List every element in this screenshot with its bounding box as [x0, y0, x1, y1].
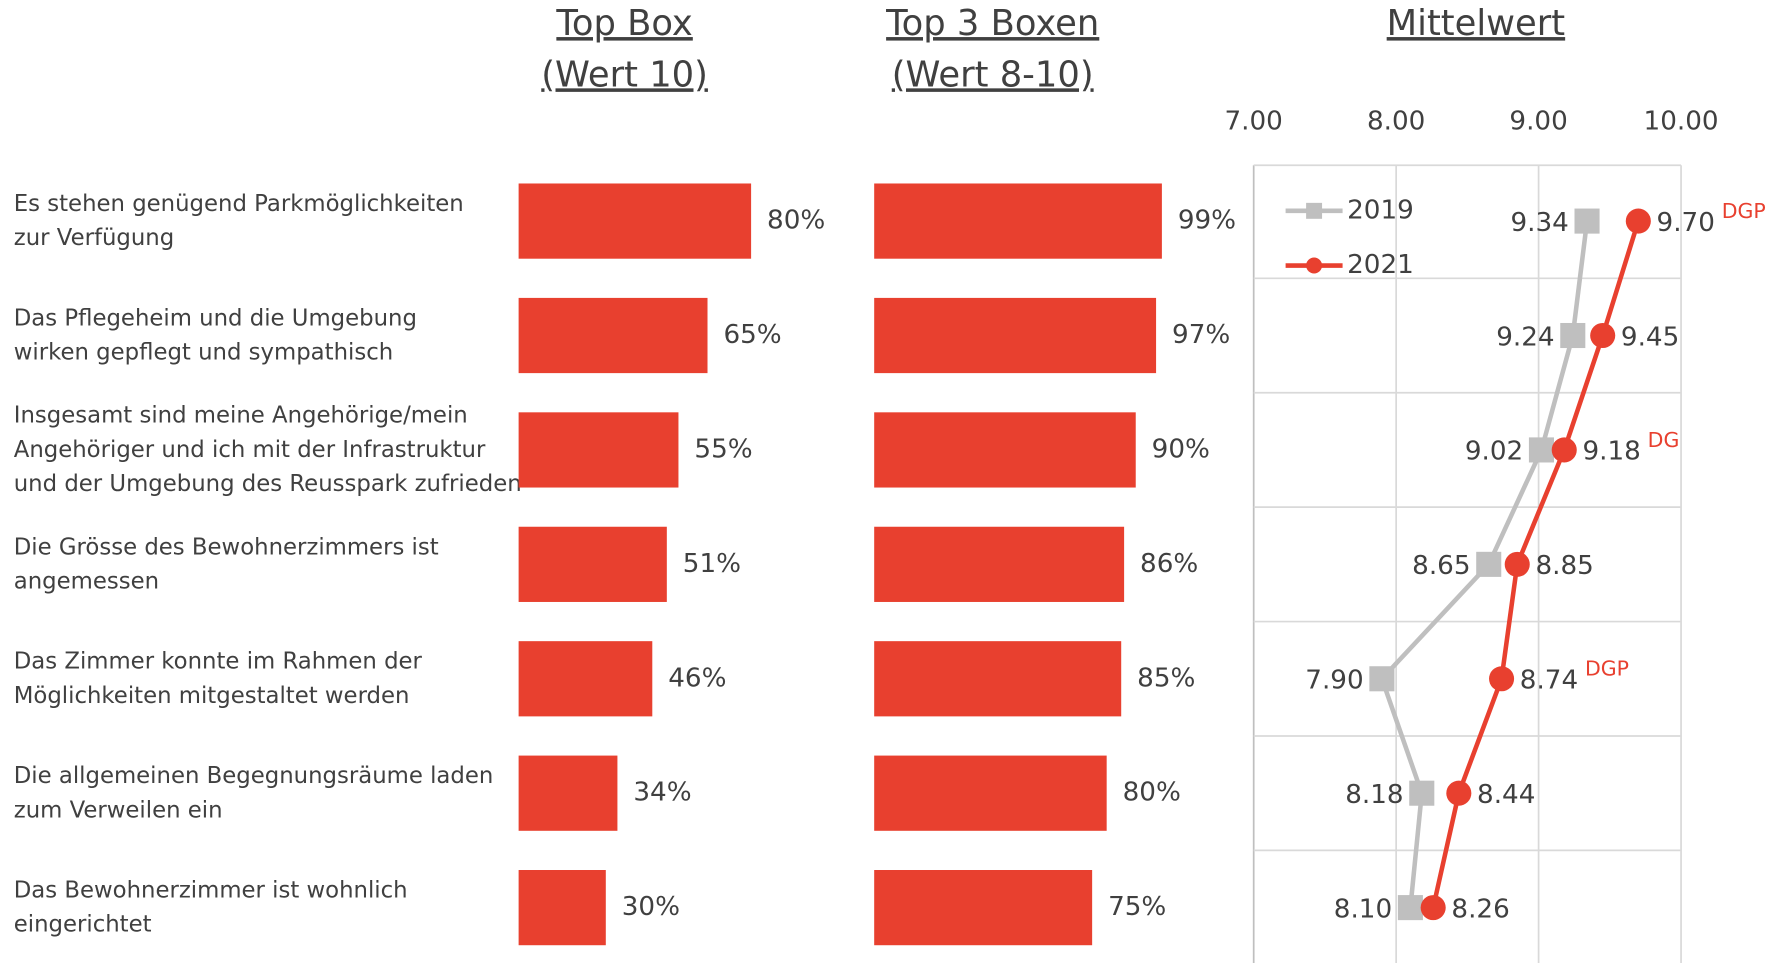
marker [1560, 322, 1586, 349]
panel-title: (Wert 8-10) [892, 54, 1094, 95]
legend-marker [1306, 202, 1323, 219]
bar [874, 870, 1093, 946]
bar [518, 641, 653, 717]
marker [1590, 322, 1616, 349]
bar [874, 183, 1162, 259]
value-label: 99% [1178, 206, 1236, 236]
marker [1489, 666, 1515, 692]
value-label: 46% [668, 663, 726, 693]
value-label: 34% [633, 778, 691, 808]
category-label: Das Bewohnerzimmer ist wohnlich eingerich… [14, 877, 408, 937]
panel-title: Top 3 Boxen [885, 3, 1099, 44]
category-label: Es stehen genügend Parkmöglichkeiten zur … [14, 190, 464, 250]
value-label: 8.18 [1345, 780, 1403, 810]
legend-label: 2021 [1347, 250, 1414, 280]
bar [874, 412, 1136, 488]
marker [1369, 666, 1395, 692]
value-label: 85% [1137, 663, 1195, 693]
value-label: 9.45 [1621, 322, 1679, 352]
value-label: 51% [683, 549, 741, 579]
value-label: 9.24 [1496, 322, 1554, 352]
x-tick-label: 8.00 [1367, 106, 1425, 136]
bar [518, 297, 708, 374]
value-label: 90% [1152, 434, 1210, 464]
marker [1446, 780, 1472, 806]
value-label: 8.74 [1520, 666, 1578, 696]
marker [1551, 437, 1577, 463]
category-label: Das Pflegeheim und die Umgebung wirken ge… [14, 305, 417, 365]
bar [874, 755, 1107, 831]
x-tick-label: 7.00 [1225, 106, 1283, 136]
value-label: 7.90 [1305, 666, 1363, 696]
marker [1420, 895, 1446, 921]
annotation: DGP [1585, 657, 1629, 681]
value-label: 75% [1108, 892, 1166, 922]
annotation: DGP [1722, 199, 1766, 223]
value-label: 9.02 [1465, 437, 1523, 467]
value-label: 97% [1172, 320, 1230, 350]
value-label: 9.70 [1657, 208, 1715, 238]
category-label: Das Zimmer konnte im Rahmen der Möglichke… [14, 648, 423, 708]
x-tick-label: 10.00 [1644, 106, 1719, 136]
legend-label: 2019 [1347, 195, 1414, 225]
value-label: 80% [767, 206, 825, 236]
bar [874, 297, 1157, 374]
category-label: Die Grösse des Bewohnerzimmers ist angeme… [14, 534, 439, 594]
marker [1397, 895, 1423, 921]
value-label: 80% [1123, 778, 1181, 808]
marker [1528, 437, 1554, 463]
legend-marker [1306, 257, 1323, 274]
value-label: 8.10 [1334, 894, 1392, 924]
annotation: DG [1648, 428, 1680, 452]
marker [1409, 780, 1435, 806]
bar [518, 526, 667, 602]
panel-title: Top Box [555, 3, 692, 44]
category-label: Die allgemeinen Begegnungsräume laden zum… [14, 763, 494, 823]
category-label: Insgesamt sind meine Angehörige/mein Ange… [14, 402, 522, 496]
marker [1574, 208, 1600, 234]
x-tick-label: 9.00 [1509, 106, 1567, 136]
value-label: 8.85 [1535, 551, 1593, 581]
value-label: 9.18 [1582, 437, 1640, 467]
bar [518, 870, 606, 946]
value-label: 9.34 [1510, 208, 1568, 238]
bar [874, 526, 1125, 602]
bar [518, 183, 752, 259]
value-label: 8.44 [1477, 780, 1535, 810]
value-label: 86% [1140, 549, 1198, 579]
value-label: 8.65 [1412, 551, 1470, 581]
value-label: 55% [694, 434, 752, 464]
value-label: 65% [723, 320, 781, 350]
panel-title: (Wert 10) [541, 54, 708, 95]
bar [518, 412, 679, 488]
bar [874, 641, 1122, 717]
value-label: 30% [622, 892, 680, 922]
bar [518, 755, 618, 831]
marker [1625, 208, 1651, 234]
marker [1504, 551, 1530, 577]
marker [1476, 551, 1502, 577]
panel-title: Mittelwert [1387, 3, 1565, 44]
value-label: 8.26 [1451, 894, 1509, 924]
